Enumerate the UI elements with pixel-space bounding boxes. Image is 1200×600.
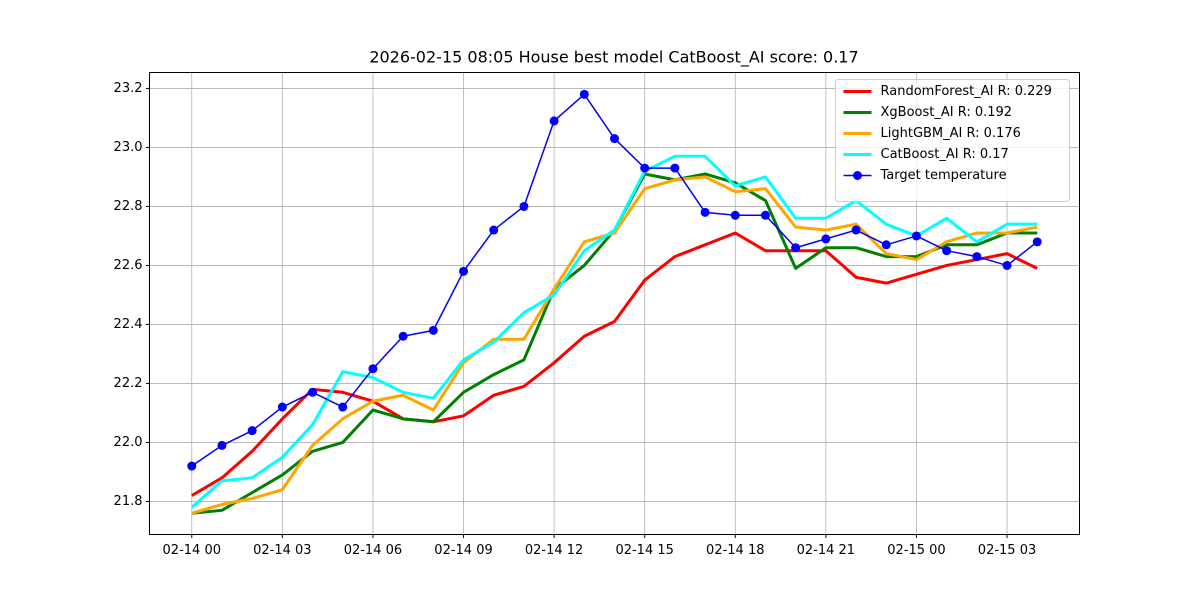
x-tick-label: 02-14 00 bbox=[163, 543, 221, 558]
x-tick-label: 02-14 12 bbox=[525, 543, 583, 558]
series-marker bbox=[821, 234, 831, 244]
y-tick-label: 21.8 bbox=[114, 494, 143, 509]
series-marker bbox=[610, 134, 619, 144]
x-tick-label: 02-15 00 bbox=[887, 543, 945, 558]
series-marker bbox=[459, 266, 469, 276]
grid: 21.8 22.0 22.2 22.4 22.6 22.8 23.0 23.2 02-14 00… bbox=[114, 72, 1080, 558]
series-marker bbox=[730, 210, 740, 220]
legend-box bbox=[835, 79, 1070, 202]
series-marker bbox=[398, 331, 408, 341]
series-marker bbox=[942, 246, 952, 256]
legend-label: RandomForest_AI R: 0.229 bbox=[881, 84, 1052, 99]
series-marker bbox=[519, 201, 529, 211]
legend-label: CatBoost_AI R: 0.17 bbox=[881, 147, 1009, 162]
series-marker bbox=[670, 163, 680, 173]
series-marker bbox=[791, 243, 801, 253]
x-tick-label: 02-14 06 bbox=[344, 543, 402, 558]
series-marker bbox=[579, 89, 589, 99]
series-marker bbox=[851, 225, 861, 235]
series-marker bbox=[881, 240, 891, 250]
chart-title: 2026-02-15 08:05 House best model CatBoo… bbox=[369, 48, 858, 68]
series-line bbox=[191, 175, 1038, 515]
y-tick-label: 22.4 bbox=[114, 317, 143, 332]
series-marker bbox=[1032, 237, 1042, 247]
x-tick-label: 02-14 09 bbox=[434, 543, 492, 558]
series-marker bbox=[187, 461, 197, 471]
y-tick-label: 23.0 bbox=[114, 140, 143, 155]
series-marker bbox=[700, 207, 710, 217]
y-tick-label: 22.2 bbox=[114, 376, 143, 391]
legend: RandomForest_AI R: 0.229 XgBoost_AI R: 0.… bbox=[835, 79, 1070, 202]
series-marker bbox=[549, 116, 559, 126]
legend-label: Target temperature bbox=[880, 168, 1007, 183]
legend-label: XgBoost_AI R: 0.192 bbox=[881, 105, 1013, 120]
series-marker bbox=[277, 402, 287, 412]
x-tick-label: 02-14 21 bbox=[797, 543, 855, 558]
y-tick-label: 22.0 bbox=[114, 435, 143, 450]
series-marker bbox=[308, 387, 318, 397]
y-tick-label: 23.2 bbox=[114, 81, 143, 96]
y-tick-label: 22.6 bbox=[114, 258, 143, 273]
x-tick-label: 02-14 18 bbox=[706, 543, 764, 558]
axes-frame bbox=[149, 72, 1080, 535]
series-marker bbox=[247, 426, 257, 436]
series-marker bbox=[972, 252, 982, 262]
series-marker bbox=[640, 163, 650, 173]
series-marker bbox=[760, 210, 770, 220]
plot-area bbox=[187, 89, 1042, 515]
series-marker bbox=[217, 440, 227, 450]
legend-marker bbox=[853, 171, 862, 180]
series-marker bbox=[368, 364, 378, 374]
legend-label: LightGBM_AI R: 0.176 bbox=[881, 126, 1021, 141]
x-tick-label: 02-14 15 bbox=[615, 543, 673, 558]
series-marker bbox=[911, 231, 921, 241]
series-marker bbox=[489, 225, 499, 235]
x-tick-label: 02-15 03 bbox=[978, 543, 1036, 558]
series-marker bbox=[1002, 260, 1012, 270]
x-tick-label: 02-14 03 bbox=[253, 543, 311, 558]
y-tick-label: 22.8 bbox=[114, 199, 143, 214]
series-line bbox=[190, 154, 1038, 509]
series-marker bbox=[338, 402, 348, 412]
series-marker bbox=[428, 325, 438, 335]
